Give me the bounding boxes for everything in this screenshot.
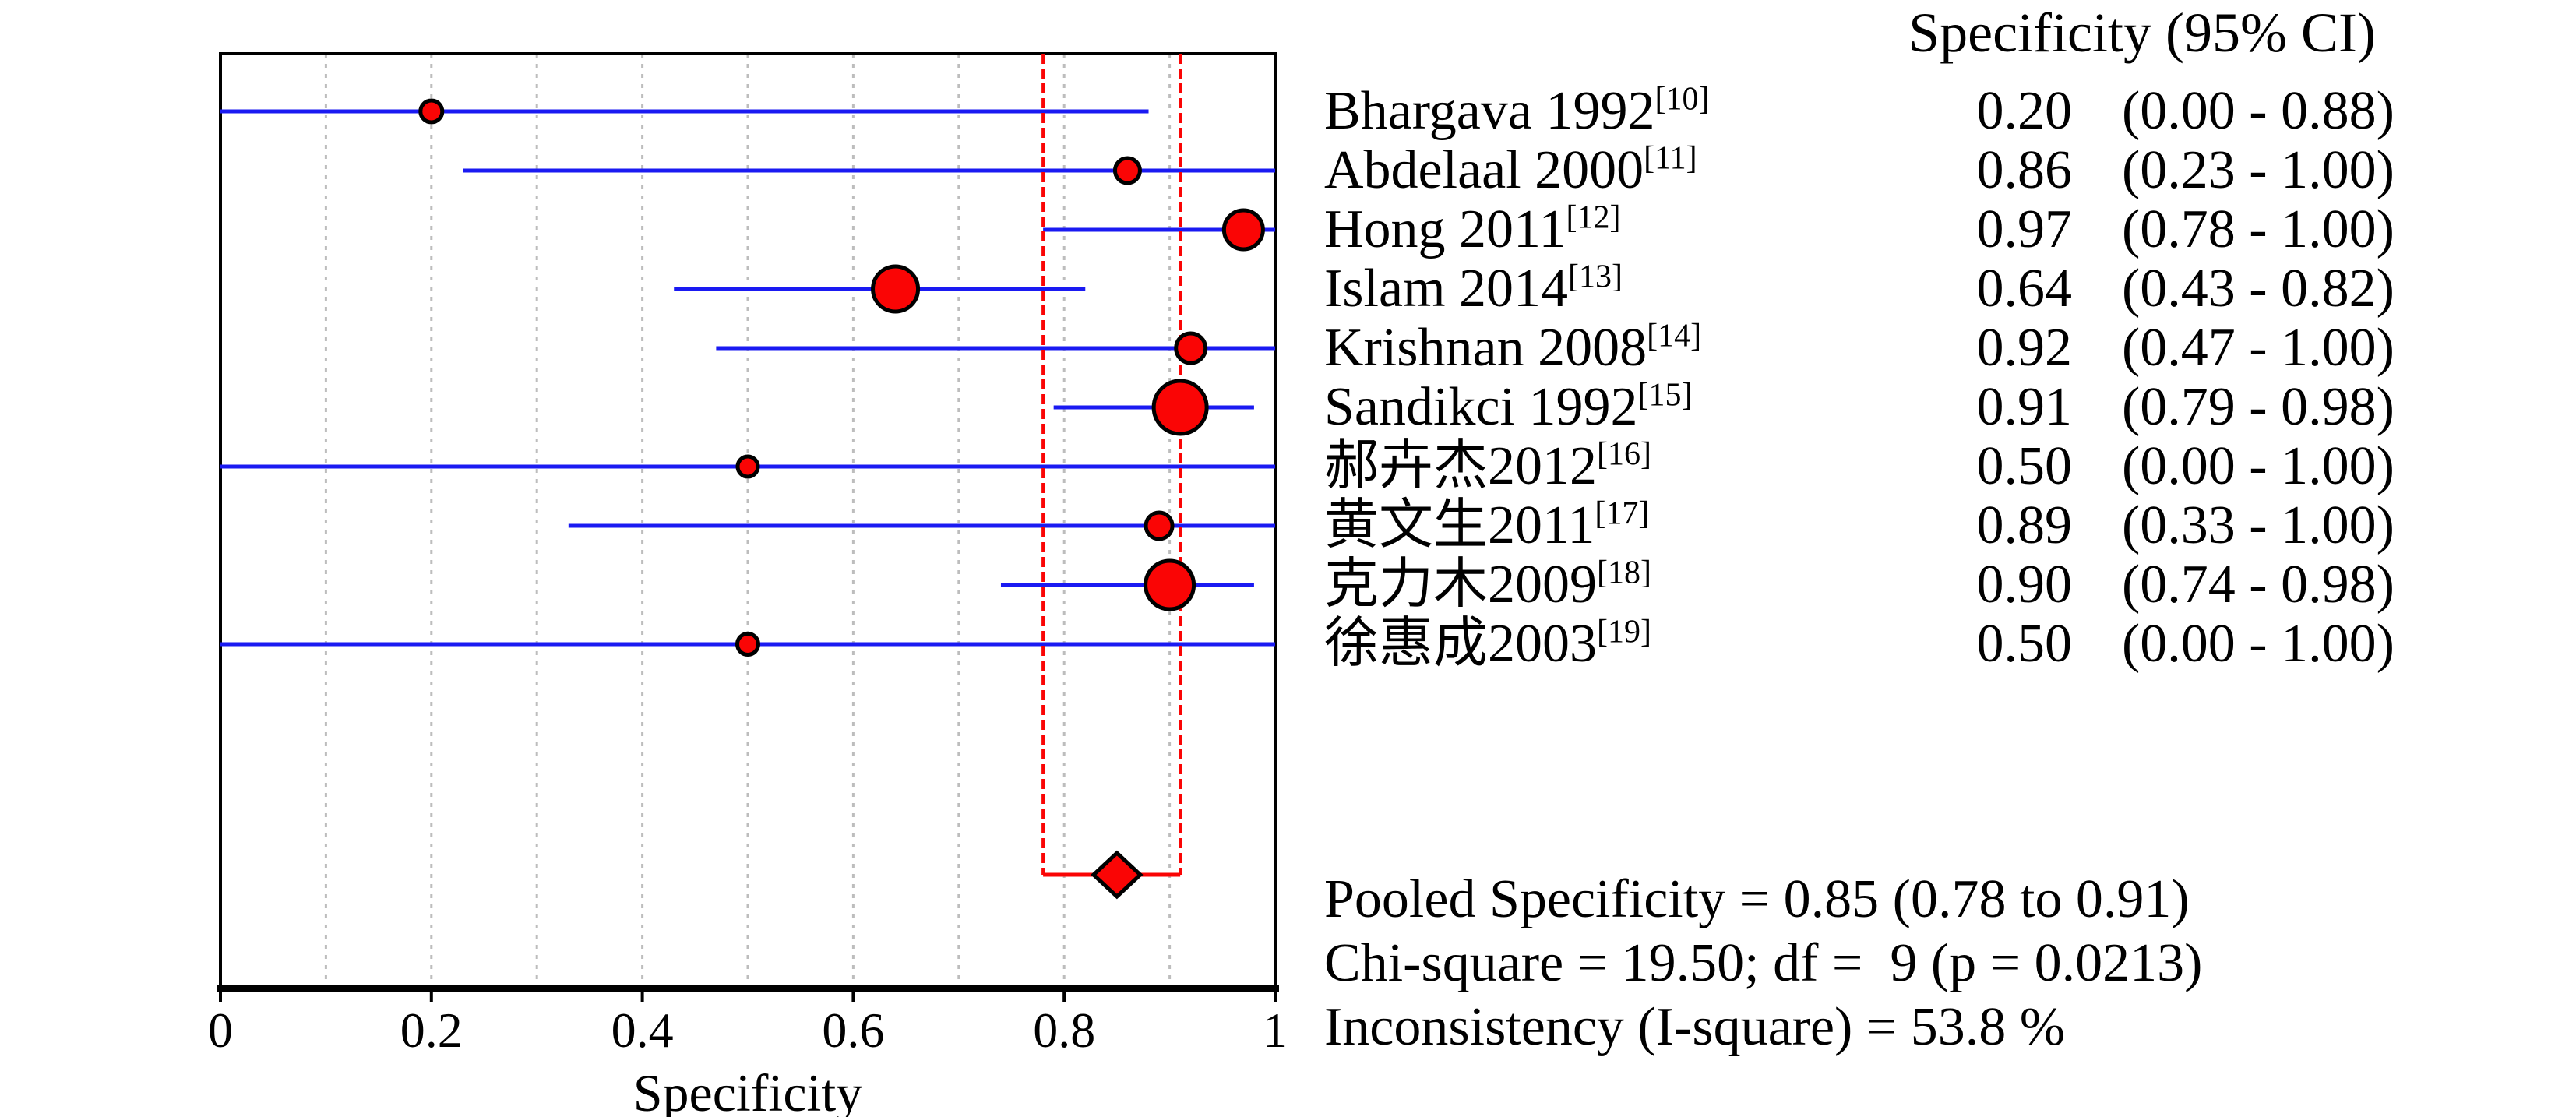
x-tick-label: 0 bbox=[208, 1002, 233, 1058]
study-estimate: 0.89 bbox=[1976, 495, 2073, 555]
study-marker bbox=[1151, 379, 1209, 436]
study-label: 黄文生2011[17] bbox=[1324, 496, 1916, 555]
study-ci: (0.79 - 0.98) bbox=[2122, 377, 2395, 437]
study-label: Hong 2011[12] bbox=[1324, 200, 1916, 259]
study-ci: (0.43 - 0.82) bbox=[2122, 259, 2395, 319]
study-ref: [15] bbox=[1637, 377, 1693, 414]
forest-plot-area: 0 0.2 0.4 0.6 0.8 1 Specificity bbox=[208, 52, 1288, 1117]
study-ref: [18] bbox=[1597, 555, 1651, 591]
study-row: Hong 2011[12] 0.97 (0.78 - 1.00) bbox=[0, 200, 2576, 259]
study-row: 克力木2009[18] 0.90 (0.74 - 0.98) bbox=[0, 555, 2576, 615]
study-name: Hong 2011 bbox=[1324, 199, 1566, 259]
study-estimate: 0.50 bbox=[1976, 436, 2073, 496]
study-marker bbox=[1144, 558, 1196, 611]
study-label: 徐惠成2003[19] bbox=[1324, 615, 1916, 674]
study-ci: (0.00 - 1.00) bbox=[2122, 614, 2395, 674]
study-marker bbox=[735, 454, 760, 479]
study-estimate: 0.90 bbox=[1976, 555, 2073, 615]
study-estimate: 0.91 bbox=[1976, 377, 2073, 437]
study-name: Islam 2014 bbox=[1324, 259, 1569, 319]
study-row: Sandikci 1992[15] 0.91 (0.79 - 0.98) bbox=[0, 378, 2576, 437]
study-estimate: 0.50 bbox=[1976, 614, 2073, 674]
study-label: Abdelaal 2000[11] bbox=[1324, 141, 1916, 200]
study-ref: [13] bbox=[1568, 259, 1623, 295]
study-label: Krishnan 2008[14] bbox=[1324, 319, 1916, 378]
study-row: 郝卉杰2012[16] 0.50 (0.00 - 1.00) bbox=[0, 437, 2576, 496]
study-name: 克力木2009 bbox=[1324, 555, 1597, 615]
pooled-specificity-text: Pooled Specificity = 0.85 (0.78 to 0.91) bbox=[1324, 869, 2190, 929]
study-name: 黄文生2011 bbox=[1324, 495, 1595, 555]
study-row: Abdelaal 2000[11] 0.86 (0.23 - 1.00) bbox=[0, 141, 2576, 200]
study-ci: (0.00 - 0.88) bbox=[2122, 81, 2395, 141]
pooled-diamond bbox=[1091, 850, 1144, 900]
x-tick-label: 1 bbox=[1263, 1002, 1288, 1058]
study-marker bbox=[1221, 208, 1265, 252]
study-row: 黄文生2011[17] 0.89 (0.33 - 1.00) bbox=[0, 496, 2576, 555]
x-tick-label: 0.8 bbox=[1033, 1002, 1095, 1058]
study-label: 郝卉杰2012[16] bbox=[1324, 437, 1916, 496]
study-estimate: 0.20 bbox=[1976, 81, 2073, 141]
study-marker bbox=[1174, 331, 1208, 365]
study-ci: (0.74 - 0.98) bbox=[2122, 555, 2395, 615]
x-tick-label: 0.2 bbox=[400, 1002, 463, 1058]
study-ci: (0.33 - 1.00) bbox=[2122, 495, 2395, 555]
study-row: Islam 2014[13] 0.64 (0.43 - 0.82) bbox=[0, 259, 2576, 319]
study-estimate: 0.97 bbox=[1976, 199, 2073, 259]
study-ref: [10] bbox=[1654, 81, 1710, 118]
study-ci: (0.00 - 1.00) bbox=[2122, 436, 2395, 496]
study-name: Sandikci 1992 bbox=[1324, 377, 1638, 437]
study-label: Islam 2014[13] bbox=[1324, 259, 1916, 319]
study-ref: [17] bbox=[1595, 495, 1650, 532]
study-label: 克力木2009[18] bbox=[1324, 555, 1916, 615]
study-ci: (0.47 - 1.00) bbox=[2122, 318, 2395, 378]
study-ref: [16] bbox=[1597, 436, 1651, 473]
x-axis-title: Specificity bbox=[633, 1063, 863, 1117]
study-marker bbox=[735, 632, 760, 657]
study-ci: (0.78 - 1.00) bbox=[2122, 199, 2395, 259]
chi-square-text: Chi-square = 19.50; df = 9 (p = 0.0213) bbox=[1324, 933, 2203, 993]
study-row: Krishnan 2008[14] 0.92 (0.47 - 1.00) bbox=[0, 319, 2576, 378]
x-tick-label: 0.4 bbox=[611, 1002, 674, 1058]
study-row: 徐惠成2003[19] 0.50 (0.00 - 1.00) bbox=[0, 615, 2576, 674]
study-marker bbox=[1144, 510, 1175, 541]
study-name: Krishnan 2008 bbox=[1324, 318, 1647, 378]
study-name: Abdelaal 2000 bbox=[1324, 140, 1644, 200]
study-ci: (0.23 - 1.00) bbox=[2122, 140, 2395, 200]
study-row: Bhargava 1992[10] 0.20 (0.00 - 0.88) bbox=[0, 82, 2576, 141]
inconsistency-text: Inconsistency (I-square) = 53.8 % bbox=[1324, 997, 2066, 1057]
study-ref: [11] bbox=[1644, 140, 1697, 177]
study-name: 郝卉杰2012 bbox=[1324, 436, 1597, 496]
study-name: 徐惠成2003 bbox=[1324, 614, 1597, 674]
study-ref: [14] bbox=[1647, 318, 1702, 354]
study-label: Sandikci 1992[15] bbox=[1324, 378, 1916, 437]
study-estimate: 0.86 bbox=[1976, 140, 2073, 200]
study-ref: [19] bbox=[1597, 614, 1651, 650]
study-label: Bhargava 1992[10] bbox=[1324, 82, 1916, 141]
study-estimate: 0.64 bbox=[1976, 259, 2073, 319]
study-marker bbox=[418, 98, 445, 125]
study-marker bbox=[871, 264, 921, 314]
study-marker bbox=[1112, 156, 1142, 185]
study-ref: [12] bbox=[1566, 199, 1621, 236]
study-estimate: 0.92 bbox=[1976, 318, 2073, 378]
x-tick-label: 0.6 bbox=[822, 1002, 884, 1058]
column-header: Specificity (95% CI) bbox=[1908, 2, 2376, 64]
study-name: Bhargava 1992 bbox=[1324, 81, 1655, 141]
